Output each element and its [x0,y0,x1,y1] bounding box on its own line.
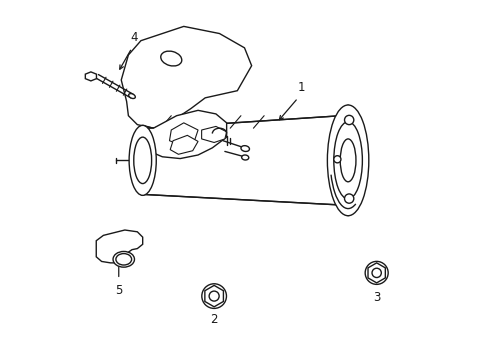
Circle shape [209,291,219,301]
Text: 1: 1 [297,81,305,94]
Polygon shape [204,285,223,307]
Ellipse shape [129,125,156,195]
Ellipse shape [116,253,131,265]
Polygon shape [169,123,198,145]
Polygon shape [85,72,96,81]
Polygon shape [96,230,142,263]
Text: 2: 2 [210,313,218,326]
Text: 4: 4 [130,31,138,44]
Ellipse shape [128,94,135,99]
Ellipse shape [134,137,151,184]
Text: 5: 5 [115,284,122,297]
Ellipse shape [241,155,248,160]
Ellipse shape [326,105,368,216]
Polygon shape [201,126,226,143]
Ellipse shape [340,139,355,182]
Circle shape [365,261,387,284]
Polygon shape [141,116,340,205]
Ellipse shape [113,251,134,267]
Ellipse shape [333,122,362,199]
Polygon shape [121,26,251,128]
Polygon shape [142,111,226,158]
Polygon shape [367,263,385,283]
Circle shape [344,194,353,203]
Ellipse shape [241,146,249,152]
Circle shape [371,268,381,278]
Ellipse shape [161,51,182,66]
Text: 3: 3 [372,292,380,305]
Circle shape [202,284,226,309]
Circle shape [333,156,340,163]
Polygon shape [170,135,198,154]
Circle shape [344,115,353,125]
